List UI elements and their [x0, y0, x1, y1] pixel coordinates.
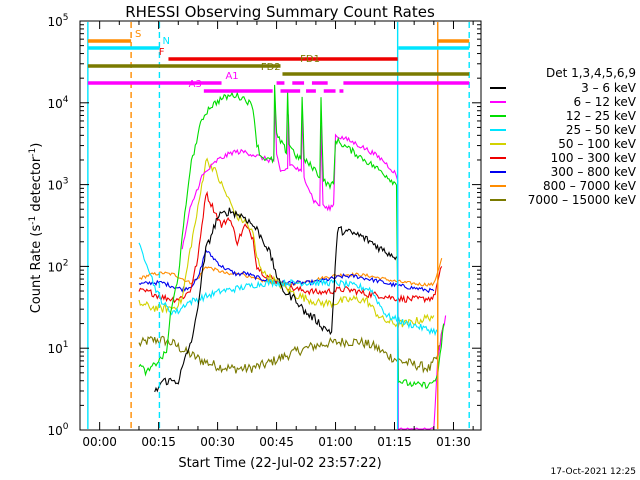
chart-title: RHESSI Observing Summary Count Rates [125, 3, 435, 21]
series-line [138, 242, 439, 337]
flag-label: A1 [225, 71, 238, 82]
y-axis-label-rest: detector [29, 156, 44, 216]
flag-label: F [159, 47, 165, 58]
flag-label: S [135, 29, 141, 40]
y-tick-label: 105 [47, 13, 68, 29]
series-line [138, 157, 435, 328]
legend-label: 3 – 6 keV [581, 81, 637, 95]
plot-frame [79, 20, 482, 431]
footer-timestamp: 17-Oct-2021 12:25 [551, 467, 636, 477]
series-layer [138, 84, 447, 431]
y-axis-label-close: ) [29, 143, 44, 148]
y-axis-ticks: 100 101 102 103 104 105 [47, 13, 481, 438]
vertical-markers [87, 22, 470, 429]
flag-label: FD2 [261, 62, 281, 73]
x-axis-label: Start Time (22-Jul-02 23:57:22) [178, 456, 381, 471]
x-tick-label: 01:00 [318, 435, 353, 449]
legend-label: 12 – 25 keV [566, 109, 637, 123]
y-axis-label-sup: -1 [28, 216, 38, 225]
legend-title: Det 1,3,4,5,6,9 [546, 66, 636, 80]
legend-label: 100 – 300 keV [551, 151, 637, 165]
series-line [154, 207, 397, 393]
flag-bars: S NF FD1 FD2 A1 A3 [87, 29, 470, 93]
y-tick-label: 100 [47, 422, 68, 438]
y-axis-label: Count Rate (s-1 detector-1) [28, 143, 44, 314]
legend-label: 25 – 50 keV [566, 123, 637, 137]
y-axis-label-sup2: -1 [28, 148, 38, 157]
x-tick-label: 00:00 [82, 435, 117, 449]
legend-label: 6 – 12 keV [574, 95, 637, 109]
x-tick-label: 00:45 [259, 435, 294, 449]
y-tick-label: 103 [47, 177, 68, 193]
y-axis-label-main: Count Rate (s [29, 225, 44, 314]
series-line [138, 84, 445, 389]
flag-label: FD1 [300, 54, 320, 65]
x-axis-ticks: 00:00 00:15 00:30 00:45 01:00 01:15 01:30 [79, 21, 474, 449]
flag-label: N [163, 36, 170, 47]
x-tick-label: 00:15 [141, 435, 176, 449]
y-tick-label: 101 [47, 340, 68, 356]
x-tick-label: 01:30 [436, 435, 471, 449]
legend-label: 7000 – 15000 keV [528, 193, 637, 207]
legend-label: 300 – 800 keV [551, 165, 637, 179]
legend-label: 50 – 100 keV [558, 137, 637, 151]
series-line [138, 323, 445, 374]
x-tick-label: 00:30 [200, 435, 235, 449]
series-line [138, 190, 443, 304]
x-tick-label: 01:15 [377, 435, 412, 449]
y-tick-label: 104 [47, 95, 68, 111]
legend-label: 800 – 7000 keV [543, 179, 637, 193]
series-line [181, 101, 447, 431]
y-tick-label: 102 [47, 258, 68, 274]
flag-label: A3 [189, 79, 202, 90]
